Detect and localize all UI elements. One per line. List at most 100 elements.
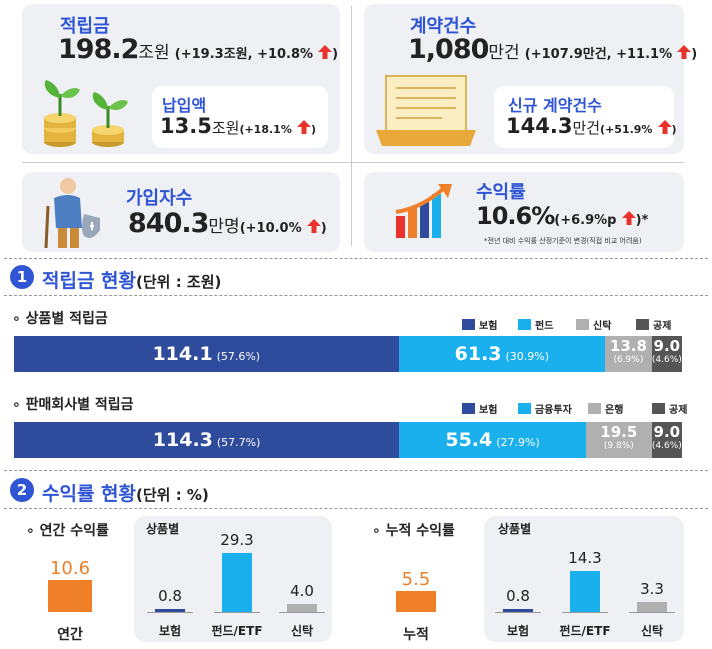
accumulated-value-line: 198.2조원 (+19.3조원, +10.8% ): [58, 34, 338, 65]
payment-close: ): [310, 123, 316, 136]
section2-unit: (단위 : %): [136, 486, 209, 504]
cumulative-title: ∘ 누적 수익률: [372, 523, 455, 539]
new-contracts-unit: 만건: [572, 119, 601, 137]
bar: [155, 609, 185, 612]
bar-value-label: 14.3: [568, 548, 602, 567]
payment-value-line: 13.5조원(+18.1% ): [160, 114, 316, 138]
baseline: [495, 612, 541, 613]
annual-title-text: 연간 수익률: [39, 523, 109, 539]
contracts-unit: 만건: [488, 43, 520, 63]
subscribers-unit: 만명: [208, 217, 240, 237]
up-arrow-icon: [621, 211, 636, 225]
new-contracts-card: [494, 86, 674, 148]
legend-item: 펀드: [518, 317, 553, 332]
up-arrow-icon: [657, 120, 672, 134]
contracts-value: 1,080: [408, 34, 489, 65]
bar-value-label: 0.8: [506, 587, 530, 605]
bar-percent-label: (4.6%): [651, 441, 682, 451]
bar-value-label: 114.1: [152, 343, 213, 365]
bar-segment: 114.3 (57.7%): [14, 422, 400, 458]
annual-title: ∘ 연간 수익률: [26, 523, 109, 539]
section1-number: 1: [10, 265, 34, 289]
bar-segment: 9.0 (4.6%): [651, 336, 682, 372]
bar-segment: 114.1 (57.6%): [14, 336, 399, 372]
section2-title-text: 수익률 현황: [42, 483, 137, 505]
baseline: [562, 612, 608, 613]
section-divider: [4, 258, 708, 259]
contracts-close: ): [691, 47, 698, 62]
bar-value-label: 29.3: [220, 530, 254, 549]
legend-swatch: [518, 403, 531, 414]
legend-swatch: [588, 403, 601, 414]
bar-value-label: 0.8: [158, 587, 182, 605]
bar-value-label: 9.0: [653, 423, 681, 441]
return-rate-change: (+6.9%p: [554, 213, 617, 228]
legend-item: 공제: [652, 401, 687, 416]
legend-item: 보험: [462, 317, 497, 332]
category-label: 펀드/ETF: [559, 624, 611, 638]
legend-label: 신탁: [593, 321, 612, 332]
category-label: 보험: [158, 624, 182, 638]
section-divider: [4, 470, 708, 471]
payment-unit: 조원: [211, 119, 240, 137]
legend-item: 보험: [462, 401, 497, 416]
bar: [503, 609, 533, 612]
bar-value-label: 10.6: [49, 558, 91, 580]
legend-swatch: [462, 319, 475, 330]
baseline: [147, 612, 193, 613]
cumulative-title-text: 누적 수익률: [385, 523, 455, 539]
bar-percent-label: (4.6%): [651, 355, 682, 365]
legend-label: 보험: [479, 321, 498, 332]
bar: [287, 603, 317, 612]
legend-swatch: [518, 319, 531, 330]
legend-swatch: [462, 403, 475, 414]
baseline: [279, 612, 325, 613]
legend-label: 은행: [605, 405, 624, 416]
contracts-value-line: 1,080만건 (+107.9만건, +11.1% ): [408, 34, 697, 65]
payment-title: 납입액: [162, 96, 207, 115]
subscribers-value-line: 840.3만명(+10.0% ): [128, 208, 327, 239]
bar-segment: 19.5 (9.8%): [585, 422, 652, 458]
subscribers-title: 가입자수: [126, 188, 193, 209]
product-chart-title: ∘ 상품별 적립금: [12, 311, 108, 327]
annual-product-title: 상품별: [146, 522, 180, 536]
new-contracts-title: 신규 계약건수: [508, 96, 602, 115]
bar-value-label: 19.5: [600, 423, 638, 441]
up-arrow-icon: [677, 45, 692, 59]
section1-unit: (단위 : 조원): [136, 273, 222, 291]
bar-value-label: 4.0: [290, 581, 314, 600]
accumulated-unit: 조원: [138, 43, 170, 63]
legend-item: 공제: [636, 317, 671, 332]
bar-value-label: 9.0: [653, 337, 681, 355]
new-contracts-value: 144.3: [506, 114, 573, 138]
coins-plant-icon: [44, 80, 128, 147]
legend-label: 공제: [653, 321, 672, 332]
payment-card: [152, 86, 328, 148]
baseline: [629, 612, 675, 613]
subscribers-close: ): [320, 221, 327, 236]
bar-value-label: 61.3: [454, 343, 502, 365]
bar: [48, 580, 92, 612]
legend-swatch: [576, 319, 589, 330]
section2-number: 2: [10, 478, 34, 502]
bar-value-label: 114.3: [152, 429, 213, 451]
document-stack-icon: [376, 75, 476, 146]
subscribers-change: (+10.0%: [239, 221, 302, 236]
baseline: [214, 612, 260, 613]
legend-label: 보험: [479, 405, 498, 416]
divider-horizontal: [22, 162, 684, 163]
legend-label: 공제: [669, 405, 688, 416]
bar-percent-label: (57.7%): [216, 436, 261, 449]
accumulated-title: 적립금: [60, 16, 110, 37]
payment-change: (+18.1%: [239, 123, 292, 136]
bar-percent-label: (57.6%): [216, 350, 261, 363]
category-label: 보험: [506, 624, 530, 638]
section1-divider: [4, 295, 708, 296]
cumulative-product-title: 상품별: [498, 522, 532, 536]
bar: [396, 591, 436, 612]
bar-segment: 9.0 (4.6%): [651, 422, 682, 458]
category-label: 신탁: [640, 624, 664, 638]
return-rate-note: *전년 대비 수익률 산정기준이 변경(직접 비교 어려움): [484, 237, 642, 245]
section2-divider: [4, 508, 708, 509]
up-arrow-icon: [306, 219, 321, 233]
